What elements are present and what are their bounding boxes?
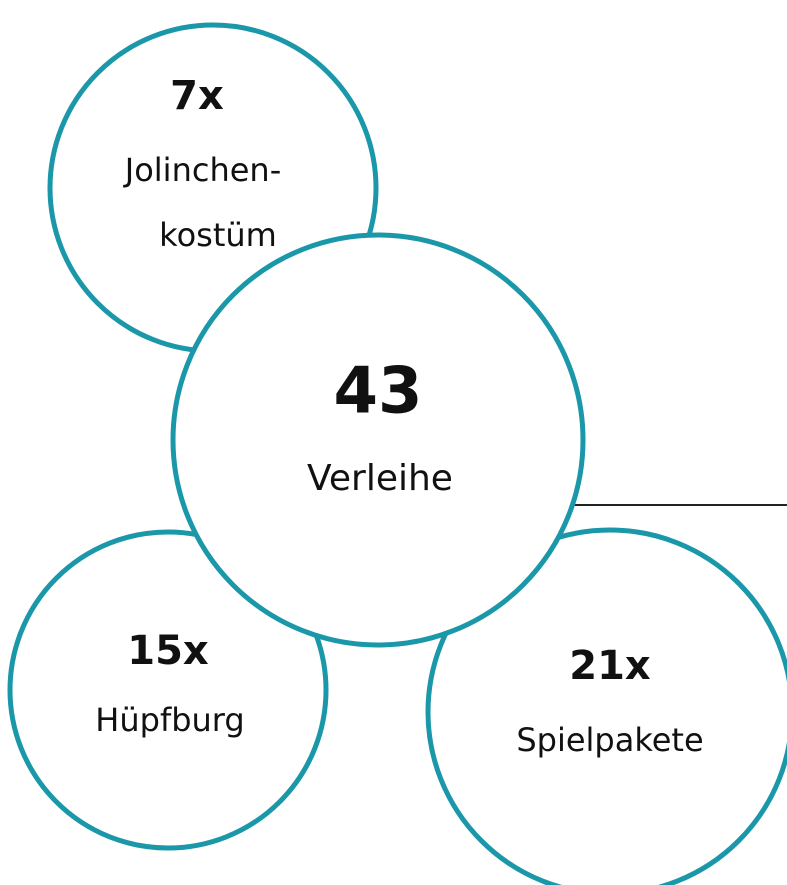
item-circle: 15x Hüpfburg — [7, 529, 329, 851]
center-circle: 43 Verleihe — [170, 232, 586, 648]
circle — [170, 232, 586, 648]
item-value: 15x — [127, 628, 209, 674]
circle — [7, 529, 329, 851]
item-label: Spielpakete — [516, 721, 703, 759]
item-value: 7x — [170, 73, 224, 119]
center-label: Verleihe — [307, 458, 453, 499]
item-label: Jolinchen- — [123, 151, 281, 189]
item-label: kostüm — [159, 216, 277, 254]
circle — [425, 527, 787, 885]
item-value: 21x — [569, 643, 651, 689]
center-value: 43 — [333, 355, 422, 429]
item-circle: 21x Spielpakete — [425, 527, 787, 885]
item-label: Hüpfburg — [95, 701, 244, 739]
